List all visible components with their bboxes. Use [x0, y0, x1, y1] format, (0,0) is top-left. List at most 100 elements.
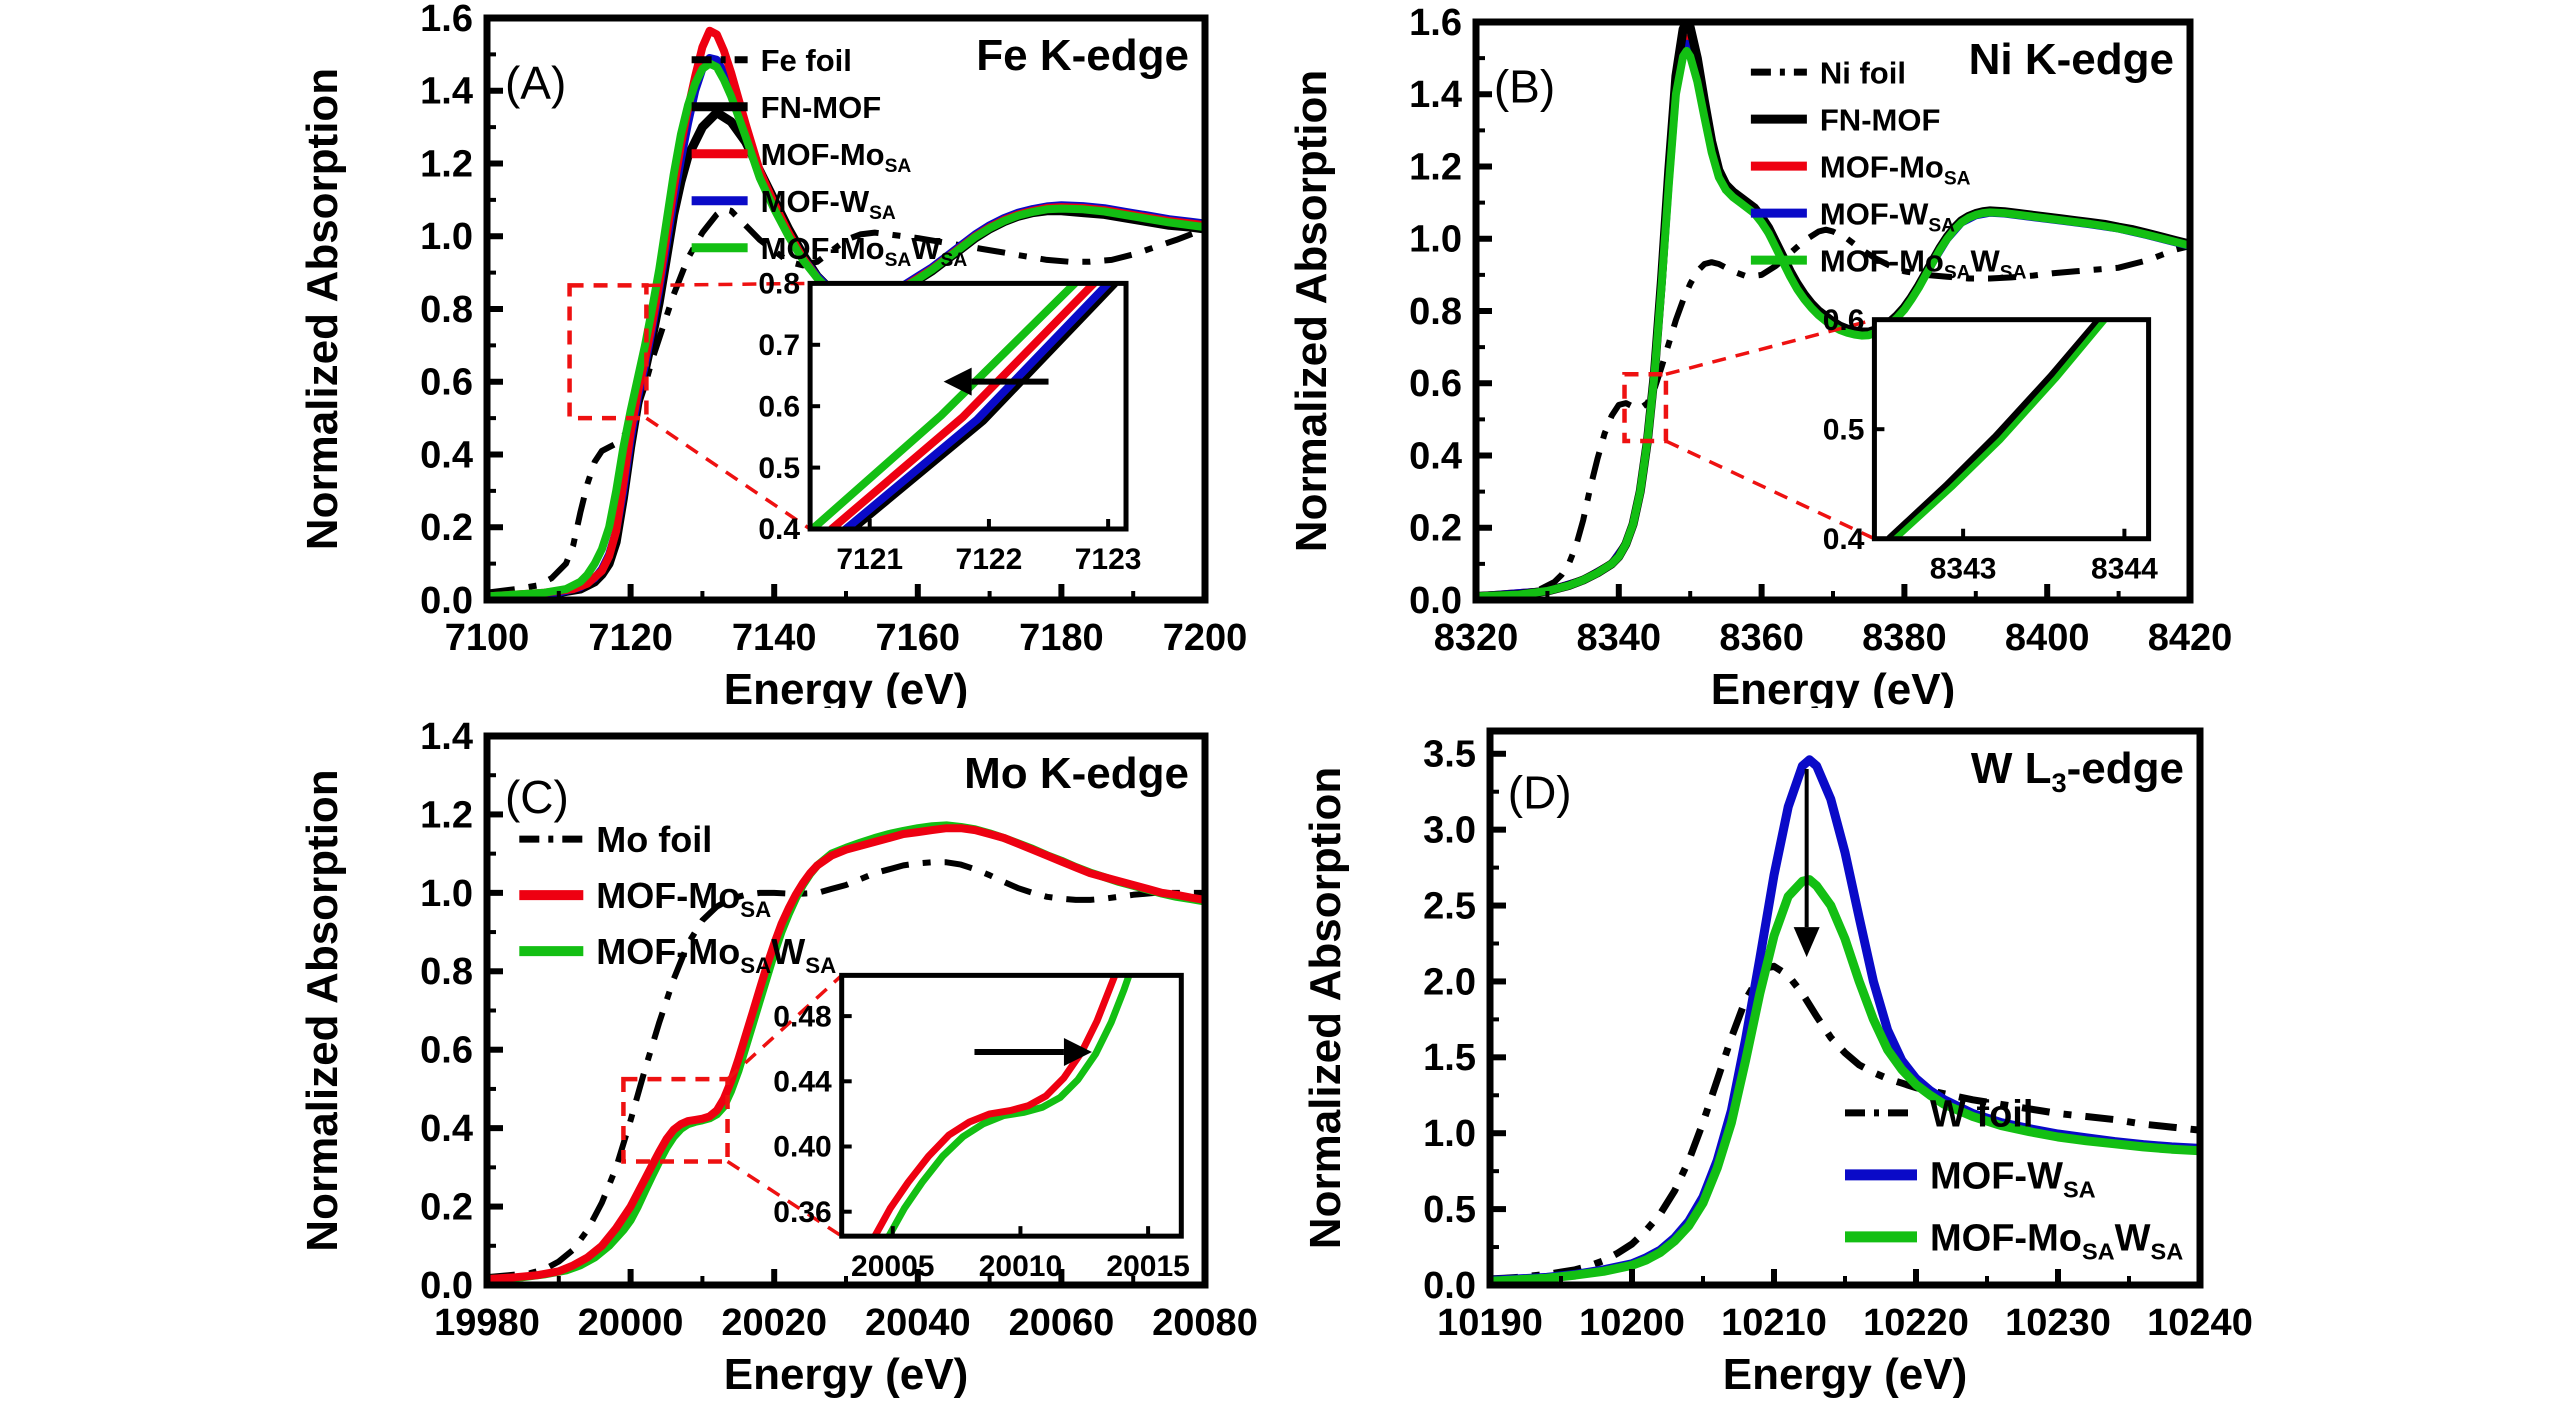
legend-label: FN-MOF	[761, 90, 882, 125]
x-tick-label: 10220	[1863, 1302, 1969, 1344]
series-Mo foil	[487, 859, 1205, 1281]
series-MOF-MoSA-WSA-inset	[810, 283, 1079, 529]
legend-entry: FN-MOF	[1750, 102, 1941, 137]
panel-B-inset: 8343 8344 0.4 0.5 0.6	[1823, 304, 2158, 586]
y-tick-label: 3.0	[1423, 810, 1476, 852]
legend-entry: MOF-MoSAWSA	[1845, 1218, 2183, 1265]
inset-C-series-layer	[871, 975, 1133, 1237]
panel-D-plot: 10190 10200 10210 10220 10230 10240 0.0 0.5 1.0 1…	[1423, 727, 2253, 1344]
y-tick-label: 1.0	[1409, 219, 1462, 261]
panel-C: 19980 20000 20020 20040 20060 20080 0.0 0.2 0.4 0…	[0, 708, 1283, 1417]
y-tick-label: 0.2	[420, 1186, 473, 1228]
legend-label: FN-MOF	[1820, 102, 1941, 137]
panel-A: 7100 7120 7140 7160 7180 7200 0.0 0.2 0.4 0.6 0.8 1…	[0, 0, 1283, 708]
y-tick-label: 0.2	[420, 507, 473, 549]
y-tick-label: 1.6	[420, 0, 473, 40]
legend-label: Mo foil	[596, 819, 712, 860]
legend-label: MOF-WSA	[1930, 1156, 2096, 1203]
x-axis-label: Energy (eV)	[724, 665, 969, 708]
legend-label: MOF-MoSA	[761, 137, 912, 177]
y-tick-label: 1.0	[420, 216, 473, 258]
legend-entry: FN-MOF	[691, 90, 882, 125]
y-tick-label: 0.4	[1823, 523, 1865, 556]
y-tick-label: 0.8	[758, 268, 800, 301]
series-MOF-MoSA-WSA	[1490, 875, 2200, 1285]
legend-label: MOF-WSA	[1820, 196, 1955, 236]
x-tick-label: 20040	[865, 1302, 971, 1344]
x-tick-label: 7123	[1075, 543, 1142, 576]
legend-entry: Ni foil	[1750, 55, 1906, 90]
legend-label: MOF-MoSAWSA	[761, 231, 968, 271]
inset-A-border	[807, 280, 1129, 532]
y-tick-label: 0.40	[773, 1131, 831, 1164]
y-tick-label: 0.6	[758, 390, 800, 423]
x-tick-label: 10210	[1721, 1302, 1827, 1344]
series-FN-MOF-inset	[1886, 319, 2105, 539]
panel-label: (A)	[505, 57, 566, 109]
y-tick-label: 0.0	[1409, 580, 1462, 622]
x-tick-label: 19980	[434, 1302, 540, 1344]
y-tick-label: 1.0	[1423, 1113, 1476, 1155]
legend-entry: Mo foil	[519, 819, 712, 860]
x-tick-label: 20060	[1009, 1302, 1115, 1344]
y-tick-label: 0.6	[420, 362, 473, 404]
x-tick-label: 20080	[1152, 1302, 1258, 1344]
legend: Ni foil FN-MOF MOF-MoSA MOF-WSA MOF-MoSAWSA	[1750, 55, 2027, 283]
panel-C-plot: 19980 20000 20020 20040 20060 200800.00.20.40…	[420, 716, 1258, 1344]
y-axis-label: Normalized Absorption	[1301, 767, 1350, 1249]
y-tick-label: 0.4	[420, 434, 473, 476]
legend-label: Fe foil	[761, 43, 852, 78]
y-tick-label: 0.8	[1409, 291, 1462, 333]
series-MOF-Mo-SA-inset	[871, 975, 1119, 1237]
inset-C-border	[839, 972, 1184, 1239]
y-axis-label: Normalized Absorption	[298, 769, 347, 1251]
y-tick-label: 0.6	[1409, 363, 1462, 405]
arrow-head-icon	[1793, 927, 1820, 958]
x-tick-label: 7200	[1163, 617, 1248, 659]
y-axis-label: Normalized Absorption	[298, 68, 347, 550]
y-tick-label: 0.48	[773, 1000, 831, 1033]
y-tick-label: 1.5	[1423, 1037, 1476, 1079]
x-axis-label: Energy (eV)	[724, 1350, 969, 1399]
arrow-head-icon	[1063, 1037, 1092, 1066]
plot-D-background	[1490, 731, 2200, 1285]
y-tick-label: 2.5	[1423, 885, 1476, 927]
legend-entry: MOF-WSA	[691, 184, 896, 224]
x-tick-label: 20015	[1106, 1250, 1189, 1283]
panel-B: 8320 8340 8360 8380 8400 8420 0.0 0.2 0.4 0.6 0.8 1…	[1283, 0, 2567, 708]
y-tick-label: 0.36	[773, 1196, 831, 1229]
y-tick-label: 0.7	[758, 329, 800, 362]
series-MOF-Mo-SA	[487, 824, 1205, 1284]
panel-B-plot: 8320 8340 8360 8380 8400 8420 0.0 0.2 0.4 0.6 0.8 1…	[1409, 2, 2232, 659]
y-tick-label: 1.0	[420, 873, 473, 915]
plot-D-border	[1486, 727, 2204, 1289]
y-axis-label: Normalized Absorption	[1287, 70, 1336, 552]
legend-label: Ni foil	[1820, 55, 1906, 90]
zoom-region-box	[1622, 371, 1669, 444]
legend-entry: MOF-MoSA	[519, 875, 771, 922]
legend: Mo foil MOF-MoSA MOF-MoSAWSA	[519, 819, 836, 978]
panel-D-chart: 10190 10200 10210 10220 10230 10240 0.0 0.5 1.0 1…	[1301, 727, 2253, 1399]
y-tick-label: 0.2	[1409, 508, 1462, 550]
plot-D-series-layer	[1490, 755, 2200, 1285]
x-tick-label: 7121	[836, 543, 903, 576]
y-tick-label: 0.44	[773, 1066, 832, 1099]
panel-B-chart: 8320 8340 8360 8380 8400 8420 0.0 0.2 0.4 0.6 0.8 1…	[1287, 2, 2232, 708]
panel-A-inset: 7121 7122 7123 0.4 0.5 0.6 0.7 0.8	[758, 268, 1141, 576]
legend-entry: MOF-MoSAWSA	[1750, 243, 2027, 283]
x-tick-label: 20020	[721, 1302, 827, 1344]
series-MOF-MoSA-WSA-inset	[885, 975, 1133, 1237]
legend-entry: W foil	[1845, 1094, 2033, 1136]
y-tick-label: 0.8	[420, 289, 473, 331]
x-tick-label: 10190	[1437, 1302, 1543, 1344]
legend-label: W foil	[1930, 1094, 2033, 1136]
zoom-connector-line	[1665, 317, 1875, 376]
y-tick-label: 0.0	[1423, 1265, 1476, 1307]
legend-label: MOF-WSA	[761, 184, 896, 224]
y-tick-label: 1.6	[1409, 2, 1462, 44]
y-tick-label: 0.0	[420, 580, 473, 622]
inset-A-series-layer	[810, 283, 1119, 529]
x-tick-label: 7160	[876, 617, 961, 659]
series-MOF-MoSA-WSA-inset	[1892, 319, 2108, 539]
